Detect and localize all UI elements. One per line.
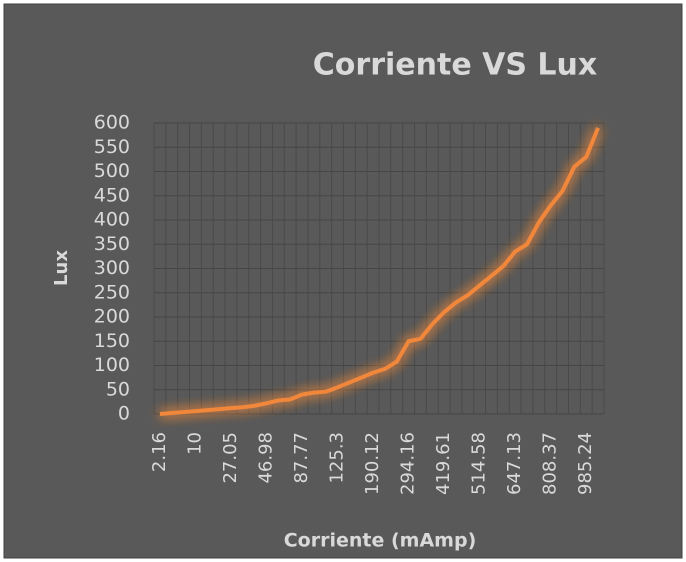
- y-tick-label: 350: [94, 233, 130, 255]
- x-tick-label: 514.58: [469, 432, 490, 495]
- x-tick-label: 46.98: [256, 432, 277, 484]
- data-line: [159, 127, 600, 416]
- y-tick-label: 600: [94, 112, 130, 134]
- x-tick-label: 2.16: [149, 432, 170, 472]
- y-tick-label: 200: [94, 306, 130, 328]
- y-tick-label: 50: [106, 378, 130, 400]
- y-tick-label: 550: [94, 136, 130, 158]
- x-tick-label: 985.24: [575, 432, 596, 495]
- x-tick-label: 647.13: [504, 432, 525, 495]
- x-tick-label: 10: [184, 432, 205, 455]
- y-tick-label: 450: [94, 184, 130, 206]
- y-tick-label: 0: [118, 403, 130, 425]
- y-tick-label: 100: [94, 354, 130, 376]
- y-tick-label: 300: [94, 257, 130, 279]
- chart-title: Corriente VS Lux: [313, 48, 597, 83]
- y-tick-label: 150: [94, 330, 130, 352]
- y-axis-label: Lux: [51, 250, 72, 286]
- x-tick-label: 808.37: [540, 432, 561, 495]
- x-tick-label: 27.05: [220, 432, 241, 484]
- x-tick-label: 87.77: [291, 432, 312, 484]
- y-tick-label: 500: [94, 160, 130, 182]
- x-tick-label: 190.12: [362, 432, 383, 495]
- x-tick-label: 419.61: [433, 432, 454, 495]
- x-tick-label: 294.16: [398, 432, 419, 495]
- y-tick-label: 250: [94, 281, 130, 303]
- x-axis-label: Corriente (mAmp): [284, 530, 477, 552]
- x-tick-label: 125.3: [327, 432, 348, 484]
- y-tick-label: 400: [94, 209, 130, 231]
